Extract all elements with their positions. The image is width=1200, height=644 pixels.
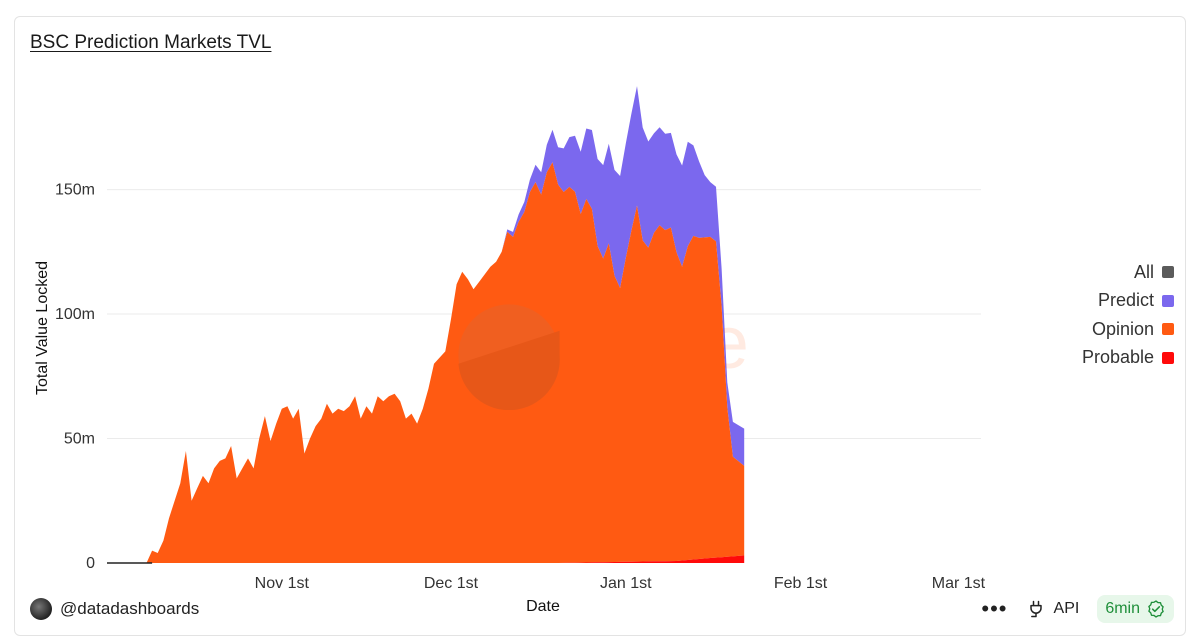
more-options-button[interactable]: ••• xyxy=(981,596,1008,621)
legend-swatch-all xyxy=(1162,266,1174,279)
legend-item-predict[interactable]: Predict xyxy=(1014,287,1174,316)
x-tick-label: Dec 1st xyxy=(424,575,479,592)
x-tick-label: Feb 1st xyxy=(774,575,828,592)
avatar xyxy=(30,598,52,620)
api-button[interactable]: API xyxy=(1026,599,1080,619)
y-axis-label: Total Value Locked xyxy=(34,261,51,395)
legend-label-all: All xyxy=(1133,261,1154,282)
refresh-badge[interactable]: 6min xyxy=(1097,595,1174,623)
area-series-opinion[interactable] xyxy=(107,162,745,563)
author-link[interactable]: @datadashboards xyxy=(30,598,199,620)
footer-actions: ••• API 6min xyxy=(981,595,1174,623)
legend-item-opinion[interactable]: Opinion xyxy=(1014,315,1174,344)
chart-title[interactable]: BSC Prediction Markets TVL xyxy=(30,32,272,53)
legend-item-probable[interactable]: Probable xyxy=(1014,344,1174,373)
x-axis-label: Date xyxy=(526,598,560,615)
legend-label-opinion: Opinion xyxy=(1091,318,1154,339)
legend-swatch-predict xyxy=(1162,294,1174,307)
y-tick-label: 150m xyxy=(55,182,95,199)
legend-swatch-probable xyxy=(1162,351,1174,364)
refresh-label: 6min xyxy=(1105,600,1140,617)
x-tick-label: Mar 1st xyxy=(932,575,986,592)
y-tick-label: 50m xyxy=(64,431,95,448)
y-tick-label: 100m xyxy=(55,306,95,323)
legend-swatch-opinion xyxy=(1162,323,1174,336)
legend-label-predict: Predict xyxy=(1097,290,1154,311)
author-username: @datadashboards xyxy=(60,599,200,618)
x-axis-ticks: Nov 1st Dec 1st Jan 1st Feb 1st Mar 1st xyxy=(255,575,986,592)
area-series-probable[interactable] xyxy=(107,555,745,564)
y-tick-label: 0 xyxy=(86,555,95,572)
chart-areas xyxy=(107,86,745,564)
legend-item-all[interactable]: All xyxy=(1014,258,1174,287)
x-tick-label: Jan 1st xyxy=(600,575,652,592)
x-tick-label: Nov 1st xyxy=(255,575,310,592)
y-axis-ticks: 0 50m 100m 150m xyxy=(55,182,95,572)
api-label: API xyxy=(1053,600,1080,617)
legend-label-probable: Probable xyxy=(1081,347,1154,368)
verified-check-icon xyxy=(1148,600,1164,618)
chart-legend: All Predict Opinion Probable xyxy=(1014,258,1174,372)
plug-icon xyxy=(1029,600,1042,618)
